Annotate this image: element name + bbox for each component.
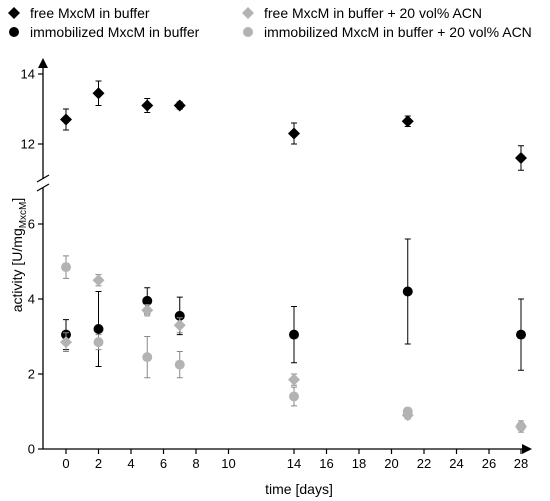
legend-marker (242, 7, 254, 19)
data-point (141, 304, 154, 317)
y-axis-title-sub: MxcM (18, 202, 29, 229)
data-point (60, 113, 72, 126)
legend-label: free MxcM in buffer (30, 5, 150, 21)
data-point (173, 99, 186, 112)
data-points (60, 80, 527, 433)
legend-marker (9, 27, 19, 37)
legend-label: immobilized MxcM in buffer (30, 24, 200, 40)
x-tick-label: 2 (95, 456, 102, 471)
data-point (401, 115, 414, 128)
data-point (288, 373, 300, 386)
x-tick-label: 10 (221, 456, 235, 471)
data-point (93, 337, 104, 348)
x-tick-label: 14 (287, 456, 301, 471)
data-point (141, 99, 154, 112)
y-tick-label: 6 (28, 217, 35, 232)
x-tick-label: 8 (192, 456, 199, 471)
data-point (289, 329, 299, 340)
x-tick-label: 20 (384, 456, 398, 471)
x-tick-label: 0 (62, 456, 69, 471)
y-axis-title-close: ] (9, 198, 25, 202)
data-point (92, 274, 105, 287)
data-point (173, 319, 186, 332)
data-point (402, 286, 413, 297)
x-axis-title: time [days] (265, 481, 333, 497)
x-tick-label: 26 (482, 456, 496, 471)
data-point (142, 295, 153, 306)
x-tick-label: 28 (514, 456, 528, 471)
y-tick-label: 14 (21, 67, 35, 82)
series-3 (61, 255, 526, 433)
data-point (93, 324, 104, 334)
x-tick-label: 4 (127, 456, 134, 471)
y-tick-label: 12 (21, 137, 35, 152)
series-1 (61, 238, 526, 371)
y-tick-label: 4 (28, 292, 35, 307)
legend-label: free MxcM in buffer + 20 vol% ACN (264, 5, 482, 21)
data-point (142, 352, 153, 363)
x-tick-label: 18 (352, 456, 366, 471)
data-point (288, 127, 300, 140)
y-tick-label: 2 (28, 367, 35, 382)
data-point (516, 421, 526, 432)
data-point (289, 391, 299, 402)
legend-marker (8, 7, 20, 19)
x-tick-label: 6 (160, 456, 167, 471)
legend-label: immobilized MxcM in buffer + 20 vol% ACN (264, 24, 532, 40)
data-point (174, 310, 185, 321)
x-tick-label: 16 (319, 456, 333, 471)
data-point (92, 87, 105, 100)
x-tick-label: 22 (417, 456, 431, 471)
data-point (61, 262, 71, 273)
y-axis-title: activity [U/mgMxcM] (9, 198, 29, 313)
y-axis-break-mark-bottom (36, 183, 50, 192)
data-point (515, 152, 527, 164)
data-point (60, 336, 72, 349)
data-point (174, 359, 185, 370)
y-axis-title-main: activity [U/mg (9, 228, 25, 312)
legend: free MxcM in buffer immobilized MxcM in b… (8, 5, 532, 40)
y-axis-arrow (38, 58, 48, 68)
y-axis-break-mark-top (36, 174, 50, 183)
x-axis-arrow (522, 444, 532, 454)
data-point (402, 406, 413, 417)
series-0 (60, 80, 527, 171)
legend-marker (243, 27, 253, 37)
data-point (516, 329, 526, 340)
x-tick-label: 24 (449, 456, 463, 471)
y-tick-label: 0 (28, 442, 35, 457)
